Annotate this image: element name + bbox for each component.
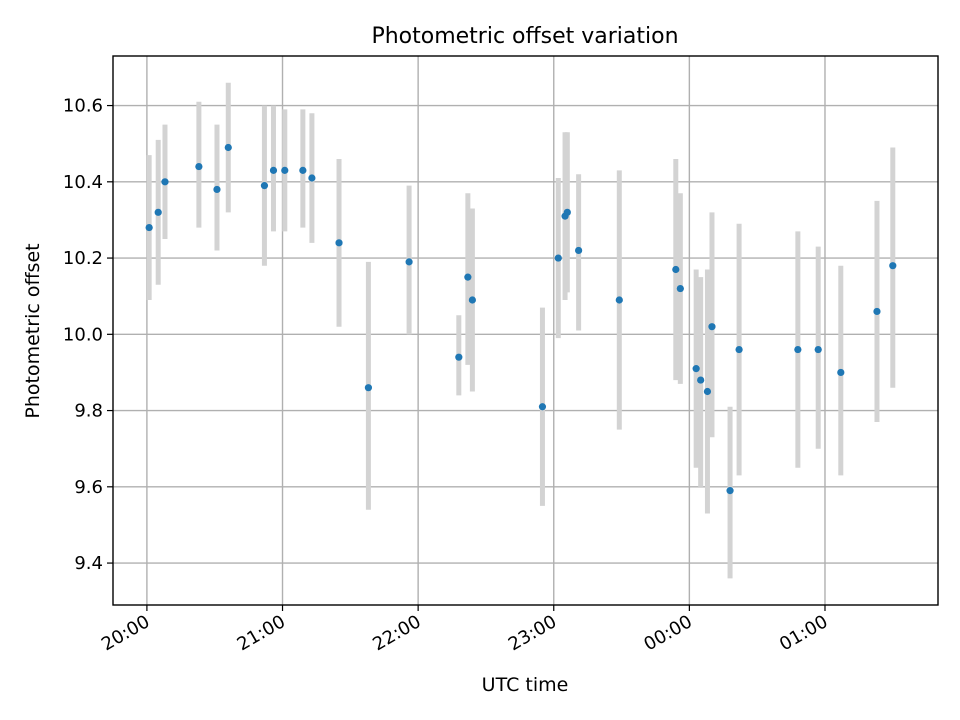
- data-point: [615, 296, 623, 304]
- data-point: [154, 208, 162, 216]
- data-point: [575, 246, 583, 255]
- grid: [113, 56, 938, 605]
- data-point: [794, 345, 802, 354]
- data-point: [224, 143, 232, 152]
- data-point: [145, 223, 153, 232]
- data-point: [299, 166, 307, 174]
- y-tick-label: 9.6: [74, 477, 103, 498]
- x-axis-label: UTC time: [482, 674, 569, 696]
- y-tick-label: 10.6: [63, 96, 103, 117]
- chart-title: Photometric offset variation: [371, 24, 678, 49]
- data-point: [692, 365, 700, 373]
- data-point: [538, 403, 547, 411]
- data-point: [260, 182, 269, 190]
- data-point: [837, 368, 845, 377]
- data-point: [213, 185, 221, 194]
- data-points: [145, 143, 897, 495]
- data-point: [161, 178, 169, 186]
- data-point: [672, 265, 680, 274]
- data-point: [464, 273, 472, 281]
- data-point: [364, 384, 373, 392]
- data-point: [708, 323, 716, 331]
- data-point: [269, 166, 278, 174]
- y-axis-label: Photometric offset: [22, 243, 44, 418]
- data-point: [889, 262, 897, 270]
- y-tick-label: 9.4: [74, 553, 103, 574]
- data-point: [697, 376, 705, 384]
- data-point: [405, 258, 413, 266]
- y-tick-label: 10.2: [63, 248, 103, 269]
- data-point: [703, 387, 712, 396]
- data-point: [873, 307, 881, 316]
- data-point: [468, 296, 476, 304]
- data-point: [335, 239, 343, 247]
- data-point: [281, 166, 289, 174]
- data-point: [814, 345, 822, 354]
- data-point: [726, 487, 734, 495]
- data-point: [563, 208, 571, 216]
- y-tick-label: 10.0: [63, 324, 103, 345]
- y-tick-label: 10.4: [63, 172, 103, 193]
- data-point: [195, 162, 203, 171]
- plot-frame: [112, 55, 939, 606]
- data-point: [455, 353, 463, 361]
- data-point: [554, 254, 562, 262]
- data-point: [676, 284, 684, 293]
- data-point: [735, 345, 743, 354]
- data-point: [308, 174, 316, 182]
- y-tick-label: 9.8: [74, 401, 103, 422]
